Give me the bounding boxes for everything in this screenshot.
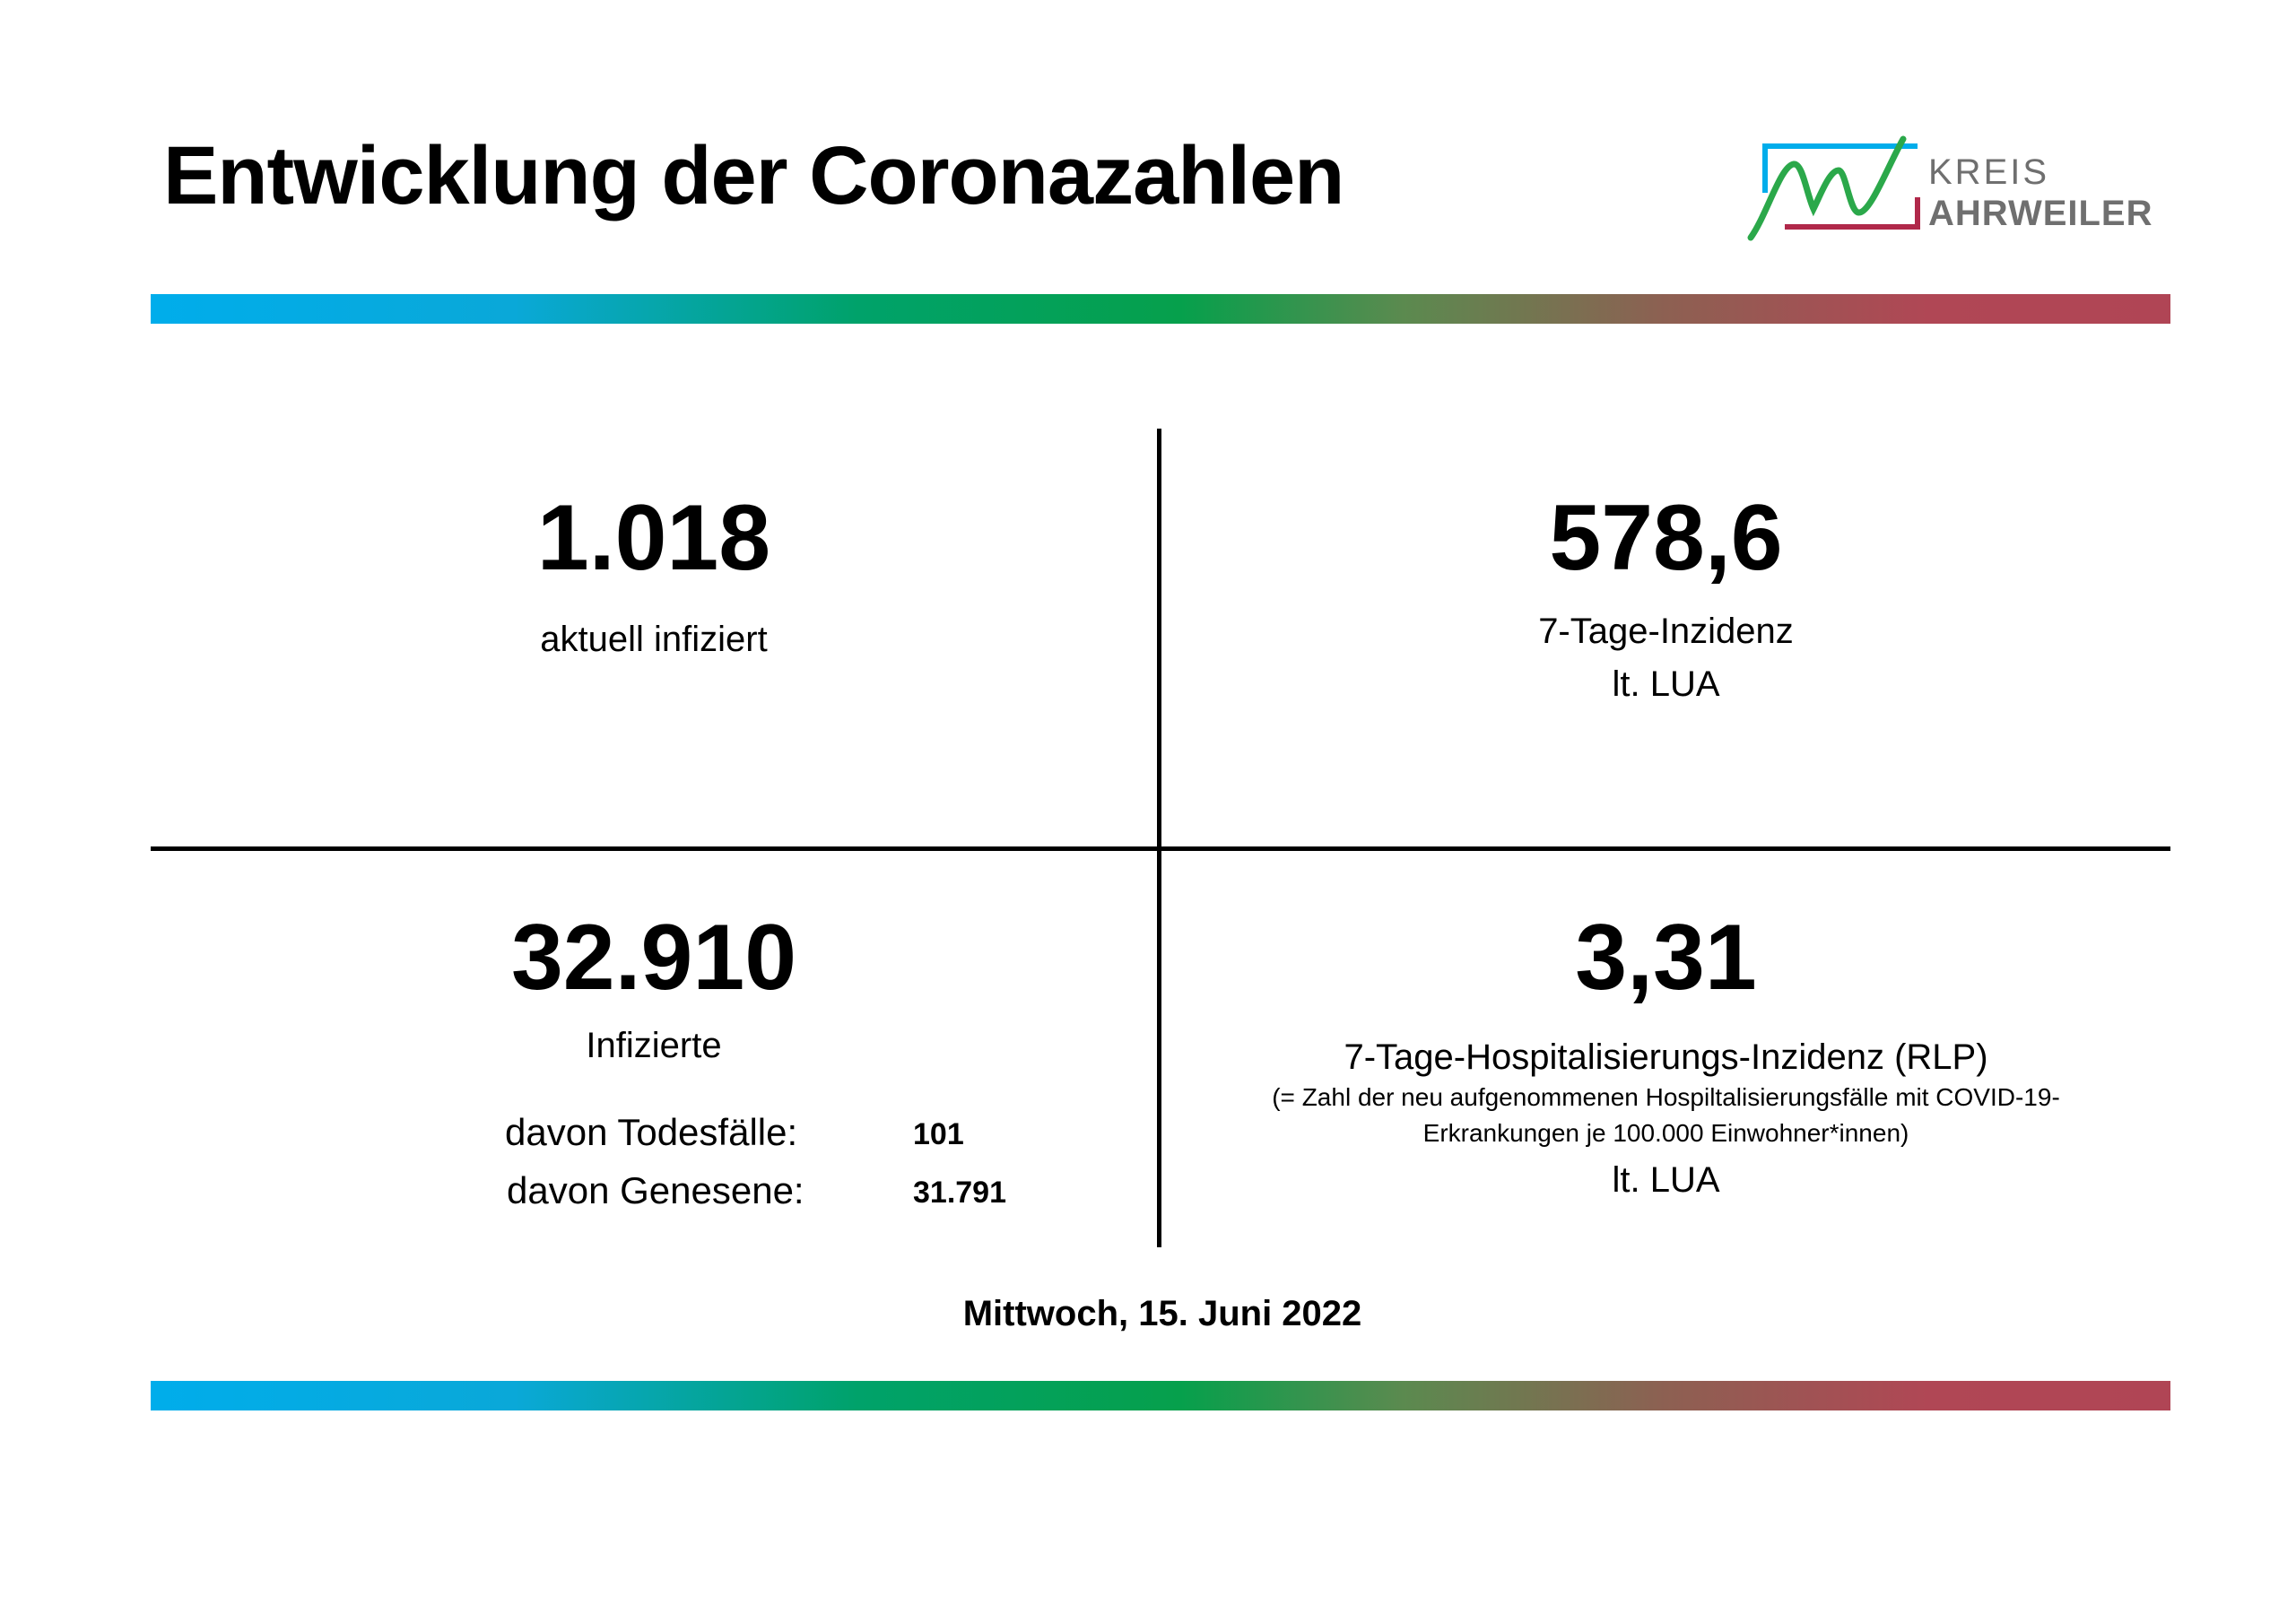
kreis-ahrweiler-logo — [1747, 135, 1920, 241]
current-infected-label: aktuell infiziert — [540, 620, 768, 659]
incidence-value: 578,6 — [1549, 486, 1783, 590]
hospitalization-value: 3,31 — [1575, 906, 1757, 1010]
incidence-source: lt. LUA — [1612, 664, 1720, 704]
deaths-value: 101 — [913, 1117, 964, 1151]
gradient-bar-bottom — [151, 1381, 2170, 1410]
page-title: Entwicklung der Coronazahlen — [163, 130, 1344, 221]
recovered-label: davon Genesene: — [507, 1169, 804, 1211]
total-infected-label: Infizierte — [586, 1026, 722, 1065]
hospitalization-source: lt. LUA — [1612, 1160, 1720, 1200]
vertical-divider — [1157, 429, 1161, 1247]
hospitalization-note-line1: (= Zahl der neu aufgenommenen Hospiltali… — [1272, 1083, 2060, 1111]
report-date: Mittwoch, 15. Juni 2022 — [962, 1294, 1362, 1333]
logo-ahrweiler-text: AHRWEILER — [1928, 194, 2153, 233]
logo-kreis-text: KREIS — [1928, 152, 2050, 192]
current-infected-value: 1.018 — [536, 486, 771, 590]
recovered-value: 31.791 — [913, 1176, 1006, 1210]
horizontal-divider — [151, 846, 2170, 851]
hospitalization-note-line2: Erkrankungen je 100.000 Einwohner*innen) — [1422, 1119, 1909, 1147]
incidence-label: 7-Tage-Inzidenz — [1538, 612, 1794, 651]
gradient-bar-top — [151, 294, 2170, 324]
total-infected-value: 32.910 — [510, 906, 797, 1010]
deaths-label: davon Todesfälle: — [505, 1111, 798, 1153]
hospitalization-label: 7-Tage-Hospitalisierungs-Inzidenz (RLP) — [1344, 1037, 1988, 1077]
